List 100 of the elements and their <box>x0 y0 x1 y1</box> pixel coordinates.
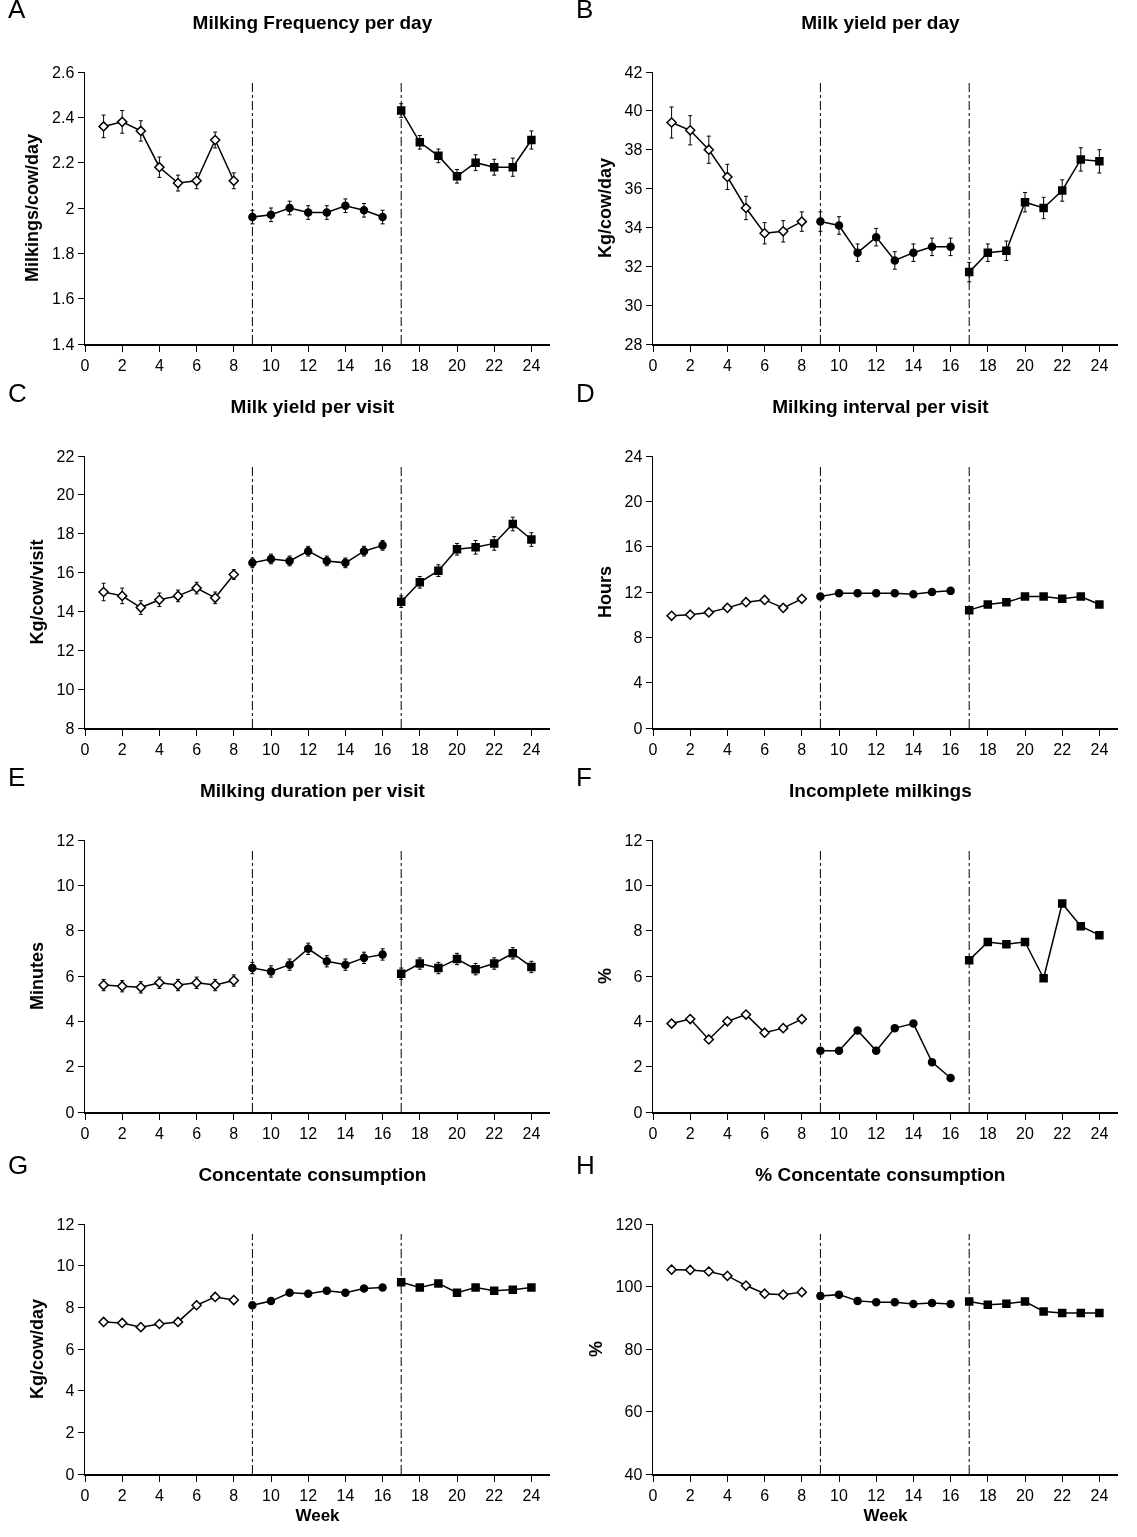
point <box>777 1022 789 1034</box>
x-tick-label: 12 <box>299 740 318 758</box>
x-tick-label: 22 <box>485 740 504 758</box>
x-tick-label: 20 <box>448 1486 466 1504</box>
point <box>684 1013 696 1025</box>
y-tick-label: 10 <box>56 1257 75 1275</box>
point <box>722 1016 733 1027</box>
x-tick-label: 4 <box>154 356 164 374</box>
point <box>1095 157 1104 166</box>
x-tick-label: 14 <box>336 1124 355 1142</box>
y-tick-label: 16 <box>56 564 75 582</box>
x-tick-label: 6 <box>760 356 770 374</box>
point <box>508 162 518 172</box>
x-tick-label: 12 <box>867 1124 886 1142</box>
x-tick-label: 6 <box>192 1124 202 1142</box>
x-tick-label: 0 <box>80 1486 90 1504</box>
point <box>740 1280 752 1291</box>
y-axis-title: % <box>594 967 615 985</box>
x-tick-label: 4 <box>722 740 732 758</box>
x-tick-label: 6 <box>192 740 202 758</box>
y-tick-label: 4 <box>633 674 643 692</box>
x-tick-label: 6 <box>760 740 770 758</box>
point <box>98 121 109 132</box>
point <box>154 1318 165 1330</box>
point <box>471 158 480 167</box>
x-tick-label: 20 <box>448 356 466 374</box>
point <box>1002 1299 1011 1308</box>
y-tick-label: 10 <box>624 876 643 894</box>
x-tick-label: 18 <box>978 1124 997 1142</box>
point <box>1095 1308 1104 1318</box>
x-tick-label: 8 <box>229 1486 239 1504</box>
point <box>666 1018 677 1029</box>
y-tick-label: 10 <box>56 680 75 698</box>
x-tick-label: 12 <box>299 356 318 374</box>
point <box>666 117 677 128</box>
point <box>1020 592 1030 601</box>
x-tick-label: 20 <box>1016 1124 1034 1142</box>
y-axis-title: Kg/cow/day <box>26 1298 47 1400</box>
point <box>266 1296 276 1306</box>
x-tick-label: 18 <box>410 1124 429 1142</box>
x-tick-label: 18 <box>978 740 997 758</box>
x-tick-label: 22 <box>1053 1486 1072 1504</box>
point <box>946 586 955 596</box>
y-axis-title: Minutes <box>26 941 47 1011</box>
x-tick-label: 2 <box>117 356 127 374</box>
y-tick-label: 2 <box>633 1058 643 1076</box>
y-tick-label: 10 <box>56 876 75 894</box>
point <box>666 1264 677 1275</box>
y-tick-label: 2.4 <box>52 108 75 126</box>
point <box>909 1299 918 1309</box>
point <box>703 1034 715 1045</box>
x-tick-label: 2 <box>685 740 695 758</box>
point <box>834 221 844 230</box>
chart-title: Milking Frequency per day <box>192 11 433 33</box>
point <box>946 1073 955 1083</box>
point <box>684 124 696 136</box>
x-tick-label: 16 <box>941 740 960 758</box>
point <box>890 1023 900 1033</box>
x-tick-label: 10 <box>830 1486 848 1504</box>
x-tick-label: 22 <box>1053 1124 1072 1142</box>
x-tick-label: 18 <box>978 1486 997 1504</box>
x-tick-label: 8 <box>797 1486 807 1504</box>
text: E <box>8 762 26 792</box>
x-tick-label: 8 <box>797 356 807 374</box>
point <box>341 201 350 210</box>
x-tick-label: 22 <box>485 356 504 374</box>
chart-title: Milking interval per visit <box>772 395 990 417</box>
point <box>1039 974 1048 983</box>
x-tick-label: 18 <box>978 356 997 374</box>
y-tick-label: 22 <box>56 447 75 465</box>
x-tick-label: 14 <box>904 1486 923 1504</box>
y-tick-label: 8 <box>65 922 75 940</box>
x-tick-label: 22 <box>485 1124 504 1142</box>
x-tick-label: 0 <box>80 740 90 758</box>
point <box>285 1288 294 1297</box>
x-tick-label: 10 <box>262 740 280 758</box>
y-tick-label: 32 <box>624 257 643 275</box>
x-tick-label: 8 <box>229 740 239 758</box>
point <box>983 248 993 257</box>
point <box>834 1046 844 1056</box>
y-tick-label: 6 <box>633 967 643 985</box>
y-tick-label: 20 <box>624 492 643 510</box>
y-tick-label: 6 <box>65 967 75 985</box>
point <box>1076 1308 1086 1318</box>
x-tick-label: 24 <box>1090 356 1109 374</box>
x-tick-label: 2 <box>117 740 127 758</box>
text: H <box>576 1150 595 1180</box>
x-tick-label: 16 <box>373 740 392 758</box>
point <box>684 609 696 620</box>
point <box>1039 1307 1048 1316</box>
point <box>98 586 109 598</box>
y-tick-label: 40 <box>624 102 643 120</box>
y-tick-label: 2.6 <box>52 63 75 81</box>
point <box>983 937 993 947</box>
point <box>508 1285 518 1294</box>
x-tick-label: 12 <box>299 1486 318 1504</box>
x-tick-label: 12 <box>867 356 886 374</box>
point <box>909 590 918 599</box>
point <box>703 144 715 156</box>
x-tick-label: 4 <box>722 356 732 374</box>
